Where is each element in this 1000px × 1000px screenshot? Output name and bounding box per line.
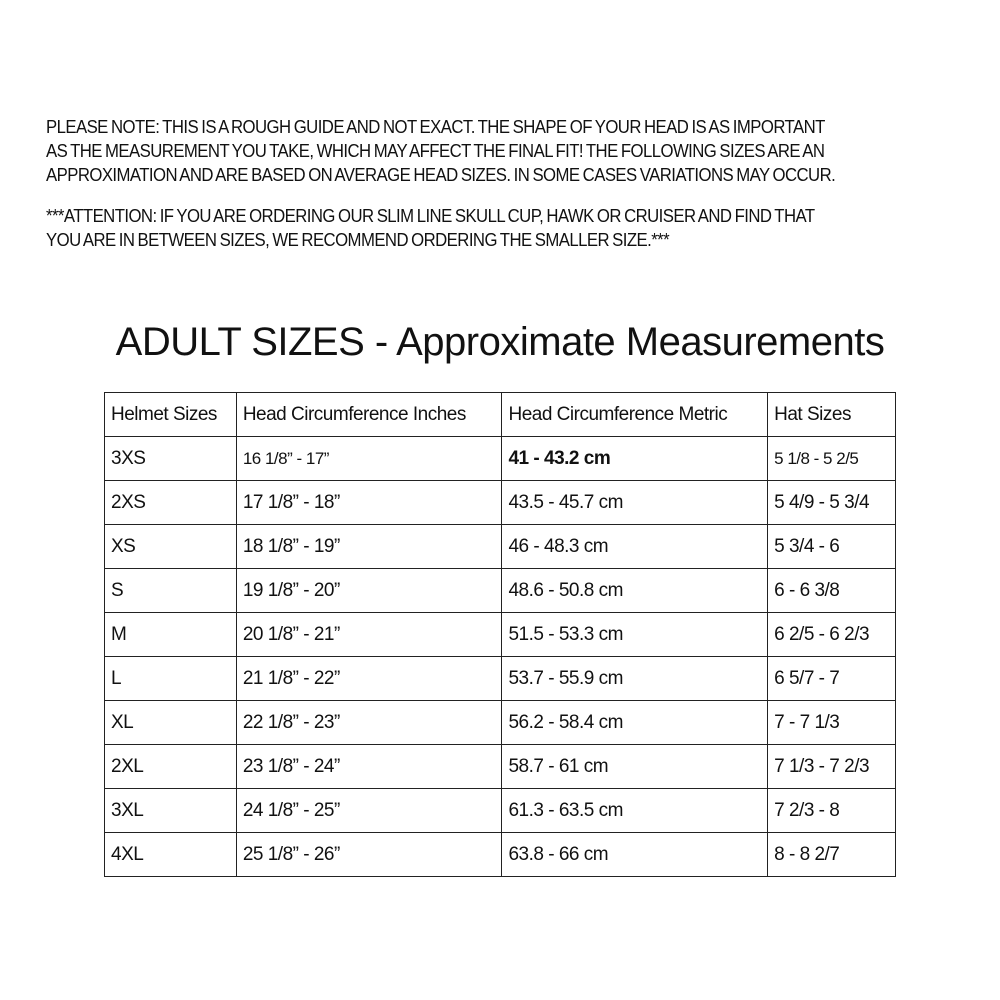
table-row: 2XL 23 1/8” - 24” 58.7 - 61 cm 7 1/3 - 7 2/… <box>104 744 896 789</box>
hat-size-cell: 6 5/7 - 7 <box>767 656 896 701</box>
table-row: XL 22 1/8” - 23” 56.2 - 58.4 cm 7 - 7 1/3 <box>104 700 896 745</box>
table-header-row: Helmet Sizes Head Circumference Inches H… <box>104 392 896 437</box>
helmet-size-cell: 2XL <box>104 744 237 789</box>
inches-cell: 25 1/8” - 26” <box>235 832 503 877</box>
table-row: L 21 1/8” - 22” 53.7 - 55.9 cm 6 5/7 - 7 <box>104 656 896 701</box>
metric-cell: 63.8 - 66 cm <box>501 832 769 877</box>
helmet-size-cell: 3XL <box>104 788 237 833</box>
metric-cell: 51.5 - 53.3 cm <box>501 612 769 657</box>
inches-cell: 22 1/8” - 23” <box>235 700 503 745</box>
table-row: 4XL 25 1/8” - 26” 63.8 - 66 cm 8 - 8 2/7 <box>104 832 896 877</box>
note-line: APPROXIMATION AND ARE BASED ON AVERAGE H… <box>46 165 836 185</box>
header-hat-sizes: Hat Sizes <box>767 392 896 437</box>
table-row: 2XS 17 1/8” - 18” 43.5 - 45.7 cm 5 4/9 - 5 … <box>104 480 896 525</box>
hat-size-cell: 7 - 7 1/3 <box>767 700 896 745</box>
hat-size-cell: 5 1/8 - 5 2/5 <box>767 436 896 481</box>
inches-cell: 24 1/8” - 25” <box>235 788 503 833</box>
helmet-size-cell: XL <box>104 700 237 745</box>
table-row: XS 18 1/8” - 19” 46 - 48.3 cm 5 3/4 - 6 <box>104 524 896 569</box>
helmet-size-cell: L <box>104 656 237 701</box>
page-title: ADULT SIZES - Approximate Measurements <box>115 320 885 364</box>
metric-cell: 56.2 - 58.4 cm <box>501 700 769 745</box>
size-table: Helmet Sizes Head Circumference Inches H… <box>104 392 896 877</box>
table-row: 3XS 16 1/8” - 17” 41 - 43.2 cm 5 1/8 - 5 2/… <box>104 436 896 481</box>
hat-size-cell: 6 2/5 - 6 2/3 <box>767 612 896 657</box>
note-line: AS THE MEASUREMENT YOU TAKE, WHICH MAY A… <box>46 141 825 161</box>
inches-cell: 23 1/8” - 24” <box>235 744 503 789</box>
hat-size-cell: 5 3/4 - 6 <box>767 524 896 569</box>
inches-cell: 18 1/8” - 19” <box>235 524 503 569</box>
note-line: PLEASE NOTE: THIS IS A ROUGH GUIDE AND N… <box>46 117 825 137</box>
metric-cell: 53.7 - 55.9 cm <box>501 656 769 701</box>
note-line: ***ATTENTION: IF YOU ARE ORDERING OUR SL… <box>46 206 815 226</box>
helmet-size-cell: 3XS <box>104 436 237 481</box>
metric-cell: 61.3 - 63.5 cm <box>501 788 769 833</box>
hat-size-cell: 7 2/3 - 8 <box>767 788 896 833</box>
hat-size-cell: 6 - 6 3/8 <box>767 568 896 613</box>
note-line: YOU ARE IN BETWEEN SIZES, WE RECOMMEND O… <box>46 230 670 250</box>
helmet-size-cell: 2XS <box>104 480 237 525</box>
header-inches: Head Circumference Inches <box>235 392 503 437</box>
inches-cell: 20 1/8” - 21” <box>235 612 503 657</box>
metric-cell: 43.5 - 45.7 cm <box>501 480 769 525</box>
table-row: S 19 1/8” - 20” 48.6 - 50.8 cm 6 - 6 3/8 <box>104 568 896 613</box>
header-helmet-sizes: Helmet Sizes <box>104 392 237 437</box>
metric-cell: 41 - 43.2 cm <box>501 436 769 481</box>
inches-cell: 16 1/8” - 17” <box>235 436 503 481</box>
helmet-size-cell: S <box>104 568 237 613</box>
helmet-size-cell: XS <box>104 524 237 569</box>
metric-cell: 58.7 - 61 cm <box>501 744 769 789</box>
header-metric: Head Circumference Metric <box>501 392 769 437</box>
inches-cell: 21 1/8” - 22” <box>235 656 503 701</box>
helmet-size-cell: M <box>104 612 237 657</box>
inches-cell: 17 1/8” - 18” <box>235 480 503 525</box>
metric-cell: 46 - 48.3 cm <box>501 524 769 569</box>
please-note-text: PLEASE NOTE: THIS IS A ROUGH GUIDE AND N… <box>46 115 986 187</box>
hat-size-cell: 8 - 8 2/7 <box>767 832 896 877</box>
hat-size-cell: 7 1/3 - 7 2/3 <box>767 744 896 789</box>
hat-size-cell: 5 4/9 - 5 3/4 <box>767 480 896 525</box>
table-row: M 20 1/8” - 21” 51.5 - 53.3 cm 6 2/5 - 6 2/… <box>104 612 896 657</box>
attention-text: ***ATTENTION: IF YOU ARE ORDERING OUR SL… <box>46 204 986 252</box>
table-row: 3XL 24 1/8” - 25” 61.3 - 63.5 cm 7 2/3 - 8 <box>104 788 896 833</box>
inches-cell: 19 1/8” - 20” <box>235 568 503 613</box>
helmet-size-cell: 4XL <box>104 832 237 877</box>
metric-cell: 48.6 - 50.8 cm <box>501 568 769 613</box>
